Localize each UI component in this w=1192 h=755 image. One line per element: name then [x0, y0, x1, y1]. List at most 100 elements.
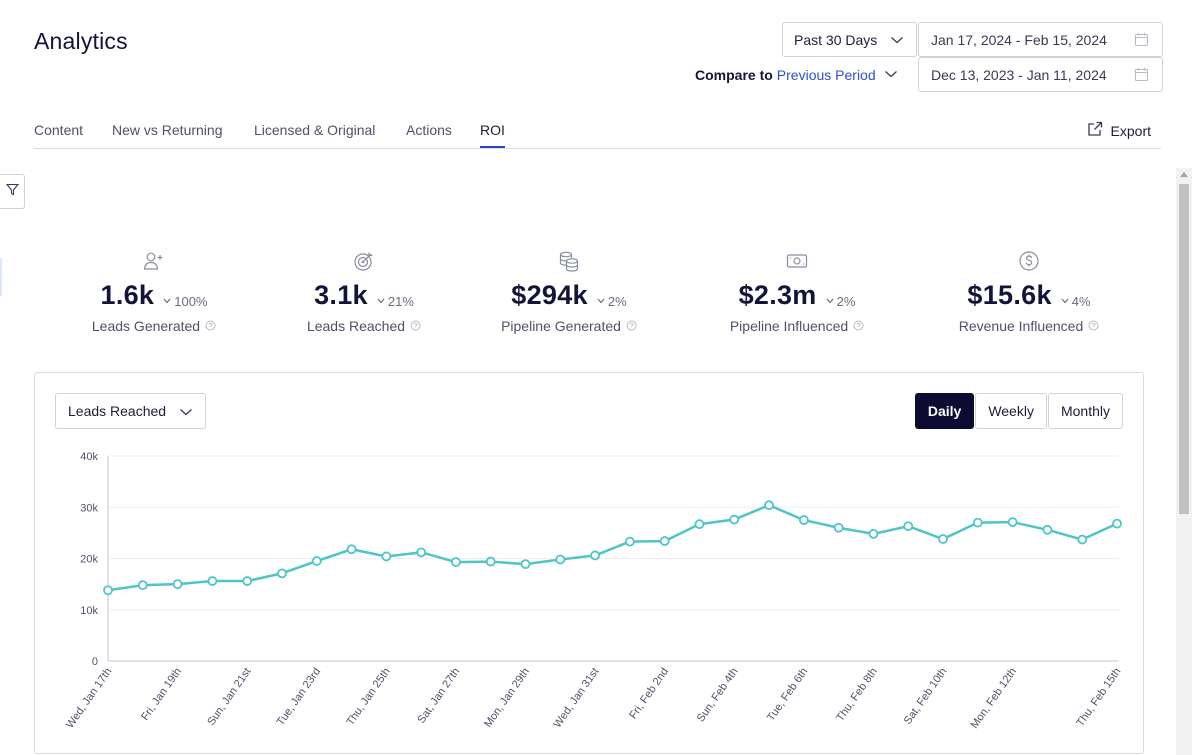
data-point[interactable] [798, 515, 809, 525]
user-plus-icon [39, 248, 269, 274]
metric-leads-generated: 1.6k 100% Leads Generated [39, 248, 269, 334]
scroll-up-icon[interactable] [1180, 172, 1188, 177]
tab-new-vs-returning[interactable]: New vs Returning [112, 122, 223, 138]
tab-actions[interactable]: Actions [406, 122, 452, 138]
tab-licensed-original[interactable]: Licensed & Original [254, 122, 376, 138]
metric-value: $294k [511, 280, 588, 310]
data-point[interactable] [1077, 534, 1088, 545]
data-point[interactable] [624, 536, 635, 547]
metric-delta: 21% [377, 294, 414, 309]
x-tick-label: Mon, Feb 12th [969, 666, 1020, 731]
left-accent-bar [0, 258, 2, 296]
data-point[interactable] [729, 514, 740, 525]
range-select-value: Past 30 Days [794, 31, 878, 48]
data-point[interactable] [833, 522, 844, 533]
metric-value: $15.6k [967, 280, 1052, 310]
compare-period-link[interactable]: Previous Period [776, 67, 876, 83]
x-tick-label: Mon, Jan 29th [482, 666, 532, 730]
export-button[interactable]: Export [1087, 121, 1151, 140]
tab-bar: Content New vs Returning Licensed & Orig… [34, 114, 1161, 149]
data-point[interactable] [172, 579, 183, 590]
data-point[interactable] [1007, 517, 1018, 528]
scrollbar-thumb[interactable] [1179, 184, 1189, 514]
compare-range-field[interactable]: Dec 13, 2023 - Jan 11, 2024 [918, 57, 1163, 92]
data-point[interactable] [242, 576, 253, 586]
metric-label: Leads Reached [306, 318, 406, 334]
vertical-scrollbar[interactable] [1176, 168, 1192, 755]
data-point[interactable] [1042, 524, 1053, 535]
calendar-icon[interactable] [1134, 32, 1149, 50]
x-tick-label: Thu, Feb 15th [1074, 666, 1123, 729]
tab-roi[interactable]: ROI [480, 122, 505, 148]
x-tick-label: Sat, Jan 27th [415, 666, 462, 726]
data-point[interactable] [938, 534, 948, 544]
data-point[interactable] [590, 550, 601, 561]
data-point[interactable] [555, 554, 566, 565]
data-point[interactable] [381, 551, 392, 562]
period-weekly-button[interactable]: Weekly [975, 393, 1047, 429]
info-icon[interactable] [626, 318, 637, 334]
y-tick-label: 40k [80, 451, 98, 463]
filter-icon [5, 183, 19, 201]
data-point[interactable] [137, 580, 148, 591]
compare-range-value: Dec 13, 2023 - Jan 11, 2024 [931, 66, 1107, 83]
info-icon[interactable] [1088, 318, 1099, 334]
data-point[interactable] [903, 521, 914, 532]
metric-label: Revenue Influenced [958, 318, 1084, 334]
period-toggle: Daily Weekly Monthly [914, 393, 1123, 429]
period-monthly-button[interactable]: Monthly [1047, 393, 1123, 429]
data-point[interactable] [416, 547, 427, 558]
export-label: Export [1110, 122, 1151, 139]
range-select[interactable]: Past 30 Days [782, 22, 917, 57]
calendar-icon[interactable] [1134, 67, 1149, 85]
date-range-value: Jan 17, 2024 - Feb 15, 2024 [931, 31, 1107, 48]
chart-metric-select[interactable]: Leads Reached [55, 393, 206, 429]
tab-content[interactable]: Content [34, 122, 84, 138]
y-tick-label: 0 [92, 656, 98, 668]
chevron-down-icon [179, 405, 193, 422]
page-title: Analytics [34, 28, 128, 54]
info-icon[interactable] [410, 318, 421, 334]
data-point[interactable] [207, 576, 218, 586]
dollar-circle-icon [914, 248, 1144, 274]
metric-pipeline-generated: $294k 2% Pipeline Generated [454, 248, 684, 334]
x-tick-label: Thu, Feb 8th [834, 666, 880, 724]
data-point[interactable] [103, 585, 113, 596]
data-point[interactable] [972, 517, 983, 528]
data-point[interactable] [451, 557, 461, 567]
x-tick-label: Wed, Jan 17th [64, 666, 114, 731]
chevron-down-icon [826, 298, 834, 304]
y-tick-label: 30k [80, 502, 98, 514]
metric-value: $2.3m [738, 280, 817, 310]
data-point[interactable] [485, 556, 496, 567]
data-point[interactable] [659, 536, 670, 546]
info-icon[interactable] [205, 318, 216, 334]
compare-selector[interactable]: Compare to Previous Period [695, 66, 898, 84]
metric-leads-reached: 3.1k 21% Leads Reached [249, 248, 479, 334]
x-tick-label: Tue, Jan 23rd [275, 666, 324, 728]
chevron-down-icon [1061, 298, 1069, 304]
coins-icon [454, 248, 684, 274]
filter-button[interactable] [0, 174, 25, 209]
data-point[interactable] [1112, 518, 1122, 529]
metric-delta-value: 2% [607, 293, 627, 309]
metric-delta: 100% [163, 294, 208, 309]
data-point[interactable] [764, 500, 774, 511]
data-point[interactable] [694, 519, 705, 530]
chevron-down-icon [597, 298, 605, 304]
date-range-field[interactable]: Jan 17, 2024 - Feb 15, 2024 [918, 22, 1163, 57]
data-point[interactable] [868, 528, 879, 539]
period-daily-button[interactable]: Daily [914, 393, 975, 429]
metric-delta-value: 2% [836, 293, 856, 309]
data-point[interactable] [520, 559, 531, 570]
data-point[interactable] [311, 556, 322, 566]
data-point[interactable] [346, 544, 357, 555]
chart-metric-value: Leads Reached [68, 403, 167, 419]
data-point[interactable] [277, 568, 287, 579]
series-line [107, 503, 1118, 592]
metric-value: 1.6k [100, 280, 155, 310]
metric-value: 3.1k [314, 280, 368, 310]
x-tick-label: Sat, Feb 10th [902, 666, 950, 727]
x-tick-label: Wed, Jan 31st [552, 666, 602, 730]
info-icon[interactable] [853, 318, 864, 334]
